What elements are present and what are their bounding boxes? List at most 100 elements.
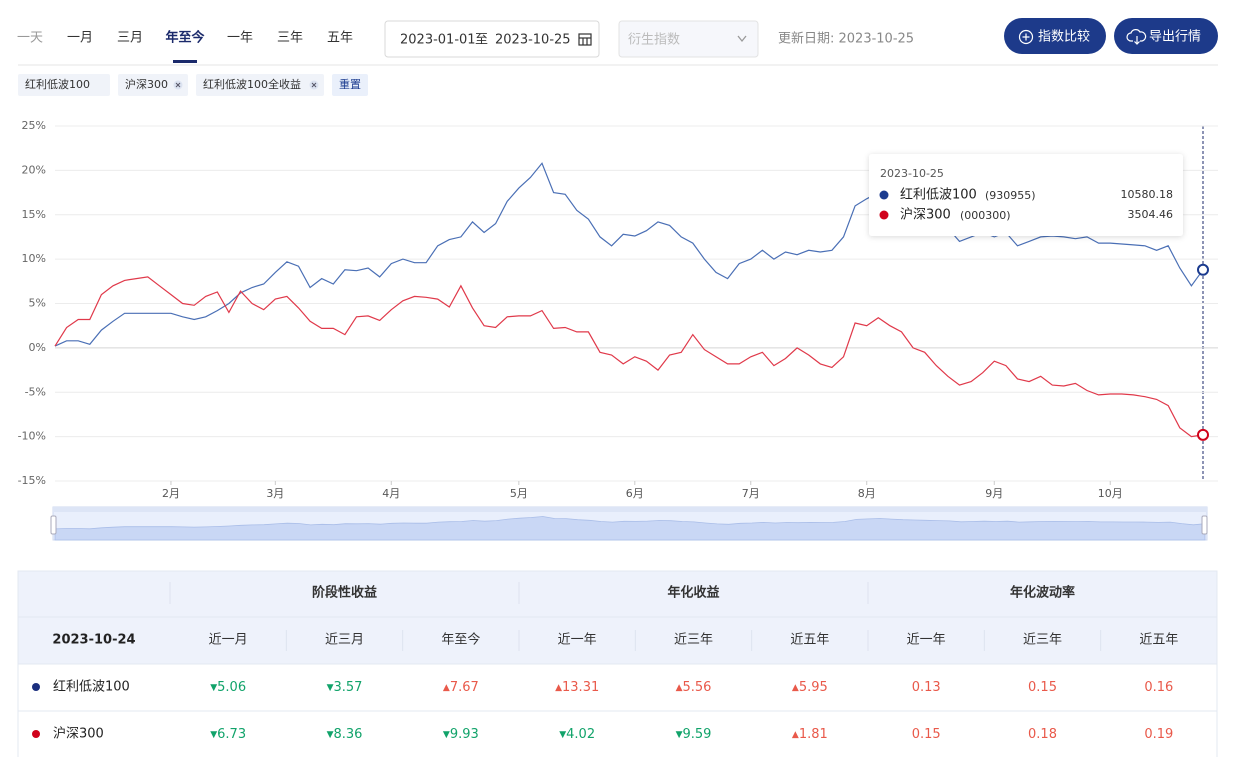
tab[interactable]: 一天 (17, 31, 43, 46)
tab[interactable]: 五年 (327, 31, 353, 46)
trend-arrow: ▲ (555, 683, 562, 693)
cell: ▼9.93 (443, 727, 479, 742)
overlay: 2023-10-25 红利低波100 (930955) 10580.18 沪深300 (0… (869, 154, 1183, 236)
compare-button[interactable] (1004, 18, 1106, 54)
y-tick-label: 0% (29, 341, 46, 354)
plus-icon-cross (1022, 33, 1030, 41)
x-tick-label: 3月 (266, 487, 284, 500)
reset-label[interactable]: 重置 (339, 77, 361, 91)
y-tick-label: -5% (25, 385, 46, 398)
export-button[interactable] (1114, 18, 1218, 54)
tab[interactable]: 一月 (67, 31, 93, 46)
cell-value: 13.31 (562, 680, 599, 695)
column-header: 近三月 (325, 633, 364, 648)
tab[interactable]: 一年 (227, 31, 253, 46)
chevron (737, 35, 747, 43)
chip[interactable] (196, 74, 324, 96)
cell-value: 1.81 (799, 727, 828, 742)
group-header: 年化波动率 (1010, 585, 1075, 601)
cell: ▲5.95 (792, 680, 828, 695)
column-header: 近三年 (1023, 633, 1062, 648)
trend-arrow: ▲ (443, 683, 450, 693)
tab[interactable]: 三年 (277, 31, 303, 46)
trend-arrow: ▼ (443, 730, 450, 740)
date-start[interactable]: 2023-01-01 (400, 33, 476, 48)
cell-value: 0.15 (912, 727, 941, 742)
cell: ▲13.31 (555, 680, 599, 695)
navigator-handle[interactable] (1201, 515, 1208, 535)
chip-label: 红利低波100全收益 (203, 77, 301, 91)
trend-arrow: ▼ (676, 730, 683, 740)
series-line (54, 276, 1204, 438)
tab[interactable]: 三月 (117, 31, 143, 46)
cell: ▼6.73 (210, 727, 246, 742)
chip-close-x (175, 82, 181, 88)
y-tick-label: -10% (18, 430, 46, 443)
y-tick-label: -15% (18, 474, 46, 487)
navigator-handle[interactable] (50, 515, 57, 535)
cell-value: 0.16 (1144, 680, 1173, 695)
cell-value: 6.73 (217, 727, 246, 742)
tooltip-code: (000300) (960, 209, 1011, 222)
cell: 0.15 (1028, 680, 1057, 695)
cell-value: 0.18 (1028, 727, 1057, 742)
trend-arrow: ▼ (210, 683, 217, 693)
row-dot (32, 730, 40, 738)
trend-arrow: ▼ (327, 730, 334, 740)
chip[interactable] (18, 74, 110, 96)
export-button-label[interactable]: 导出行情 (1149, 30, 1201, 45)
cell-value: 5.06 (217, 680, 246, 695)
cell-value: 5.95 (799, 680, 828, 695)
cell: 0.13 (912, 680, 941, 695)
cell: ▲7.67 (443, 680, 479, 695)
reset-chip[interactable] (332, 74, 368, 96)
row-name: 沪深300 (53, 726, 104, 742)
x-tick-label: 5月 (510, 487, 528, 500)
cell-value: 3.57 (333, 680, 362, 695)
cell: ▲5.56 (676, 680, 712, 695)
x-tick-label: 8月 (858, 487, 876, 500)
dropdown[interactable] (618, 20, 759, 58)
cell-value: 7.67 (450, 680, 479, 695)
end-marker (1197, 263, 1209, 276)
cell-value: 9.93 (450, 727, 479, 742)
tab[interactable]: 年至今 (165, 30, 205, 46)
y-tick-label: 25% (22, 119, 46, 132)
trend-arrow: ▲ (792, 730, 799, 740)
cell: 0.18 (1028, 727, 1057, 742)
chip-close-x (311, 82, 317, 88)
plus-icon (1018, 29, 1034, 45)
column-header: 近一年 (907, 633, 946, 648)
cell-value: 4.02 (566, 727, 595, 742)
date-end[interactable]: 2023-10-25 (495, 33, 571, 48)
cell-value: 0.13 (912, 680, 941, 695)
group-header: 年化收益 (667, 585, 719, 601)
column-header: 近五年 (1139, 633, 1178, 648)
tooltip-dot (879, 210, 889, 220)
compare-button-label[interactable]: 指数比较 (1038, 30, 1090, 45)
y-tick-label: 10% (22, 252, 46, 265)
update-date: 更新日期: 2023-10-25 (778, 31, 914, 47)
cell: ▼4.02 (559, 727, 595, 742)
chip[interactable] (118, 74, 188, 96)
tooltip-code: (930955) (985, 189, 1036, 202)
trend-arrow: ▼ (559, 730, 566, 740)
navigator-bar (53, 507, 1207, 512)
date-box[interactable] (384, 20, 600, 58)
x-tick-label: 4月 (382, 487, 400, 500)
dropdown-placeholder[interactable]: 衍生指数 (628, 33, 680, 48)
series-line (54, 162, 1204, 347)
tooltip (869, 154, 1183, 236)
row-name: 红利低波100 (53, 679, 130, 695)
calendar-icon[interactable] (578, 33, 592, 46)
trend-arrow: ▼ (210, 730, 217, 740)
tooltip-date: 2023-10-25 (880, 167, 944, 180)
x-tick-label: 2月 (162, 487, 180, 500)
tooltip-value: 3504.46 (1128, 208, 1174, 221)
tooltip-value: 10580.18 (1121, 188, 1174, 201)
table-date: 2023-10-24 (52, 633, 135, 648)
trend-arrow: ▲ (676, 683, 683, 693)
cell: ▼5.06 (210, 680, 246, 695)
